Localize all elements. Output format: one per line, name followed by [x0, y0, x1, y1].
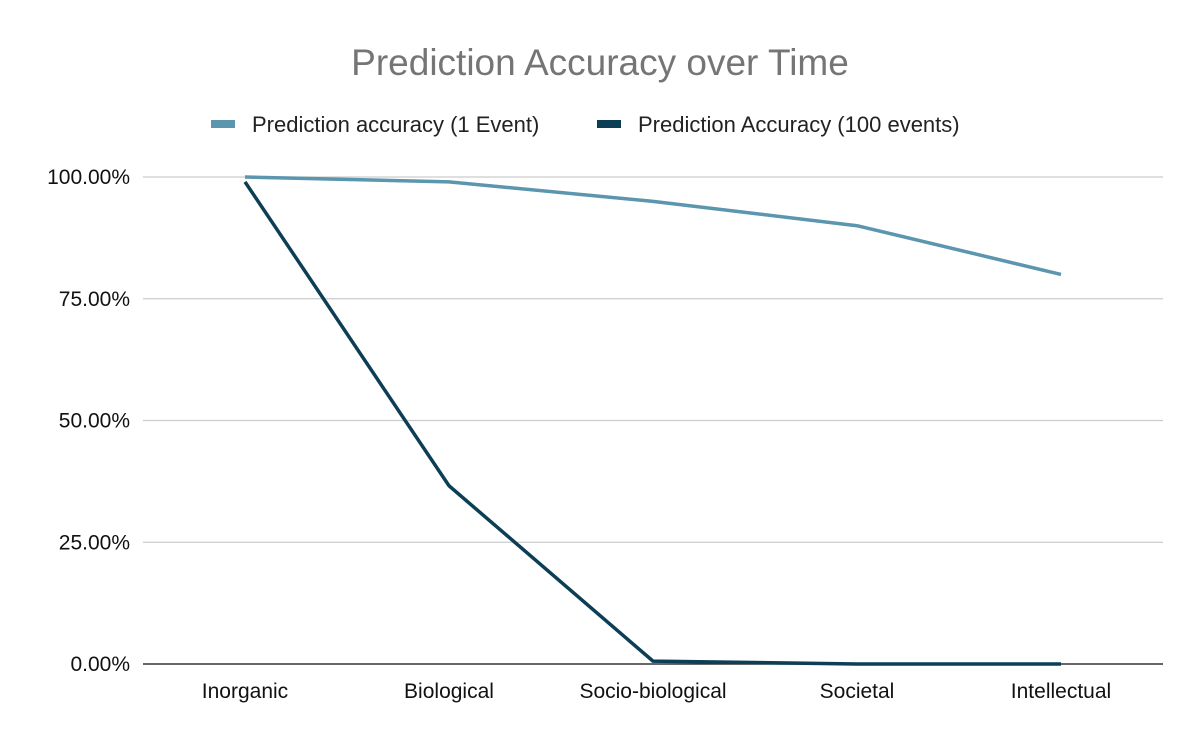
y-tick-label: 0.00%	[70, 653, 130, 676]
chart-title: Prediction Accuracy over Time	[351, 42, 849, 83]
x-tick-label: Inorganic	[202, 680, 288, 703]
x-tick-label: Intellectual	[1011, 680, 1111, 703]
y-tick-label: 50.00%	[59, 410, 130, 433]
y-tick-label: 100.00%	[47, 166, 130, 189]
series-line-1-event	[244, 175, 1062, 277]
series-lines	[243, 175, 1062, 666]
series-line-100-events	[243, 180, 1061, 666]
legend-item-100-events: Prediction Accuracy (100 events)	[597, 112, 960, 137]
legend-label-100-events: Prediction Accuracy (100 events)	[638, 112, 960, 137]
legend-swatch-100-events	[597, 120, 621, 128]
x-tick-label: Societal	[820, 680, 895, 703]
y-tick-label: 75.00%	[59, 288, 130, 311]
x-axis-tick-labels: Inorganic Biological Socio-biological Socie…	[202, 680, 1111, 703]
y-axis-tick-labels: 0.00% 25.00% 50.00% 75.00% 100.00%	[47, 166, 130, 676]
x-tick-label: Biological	[404, 680, 494, 703]
y-tick-label: 25.00%	[59, 531, 130, 554]
legend: Prediction accuracy (1 Event) Prediction…	[211, 112, 960, 137]
x-tick-label: Socio-biological	[579, 680, 726, 703]
gridlines	[143, 176, 1163, 665]
legend-item-1-event: Prediction accuracy (1 Event)	[211, 112, 539, 137]
legend-swatch-1-event	[211, 120, 235, 128]
legend-label-1-event: Prediction accuracy (1 Event)	[252, 112, 539, 137]
